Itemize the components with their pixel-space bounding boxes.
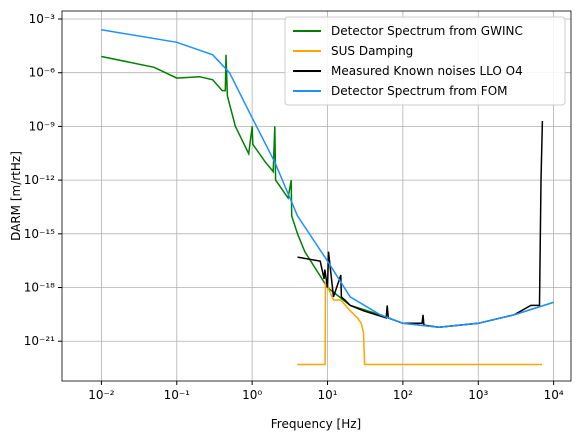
x-tick-label: 10² — [393, 388, 413, 402]
y-tick-label: 10⁻⁹ — [29, 119, 56, 133]
series-line — [101, 29, 554, 329]
series-line — [297, 120, 544, 329]
legend-box — [284, 16, 566, 106]
x-tick-label: 10⁰ — [242, 388, 262, 402]
x-tick-label: 10⁻² — [88, 388, 115, 402]
legend: Detector Spectrum from GWINC SUS Damping M… — [284, 16, 566, 106]
series-line — [297, 281, 542, 366]
y-tick-label: 10⁻¹⁸ — [24, 281, 55, 295]
x-tick-label: 10⁴ — [544, 388, 564, 402]
x-axis-label: Frequency [Hz] — [271, 417, 362, 431]
x-tick-label: 10³ — [468, 388, 488, 402]
x-tick-label: 10⁻¹ — [164, 388, 191, 402]
legend-label: Detector Spectrum from GWINC — [331, 24, 523, 38]
y-tick-label: 10⁻³ — [29, 12, 56, 26]
plot-frame — [61, 10, 572, 382]
legend-label: Measured Known noises LLO O4 — [331, 64, 523, 78]
legend-label: Detector Spectrum from FOM — [331, 84, 508, 98]
y-tick-label: 10⁻²¹ — [24, 334, 55, 348]
legend-label: SUS Damping — [331, 44, 413, 58]
y-axis-label: DARM [m/rtHz] — [9, 151, 23, 241]
y-tick-label: 10⁻¹⁵ — [24, 227, 55, 241]
y-tick-label: 10⁻¹² — [24, 173, 55, 187]
y-tick-label: 10⁻⁶ — [29, 66, 56, 80]
x-tick-label: 10¹ — [317, 388, 337, 402]
